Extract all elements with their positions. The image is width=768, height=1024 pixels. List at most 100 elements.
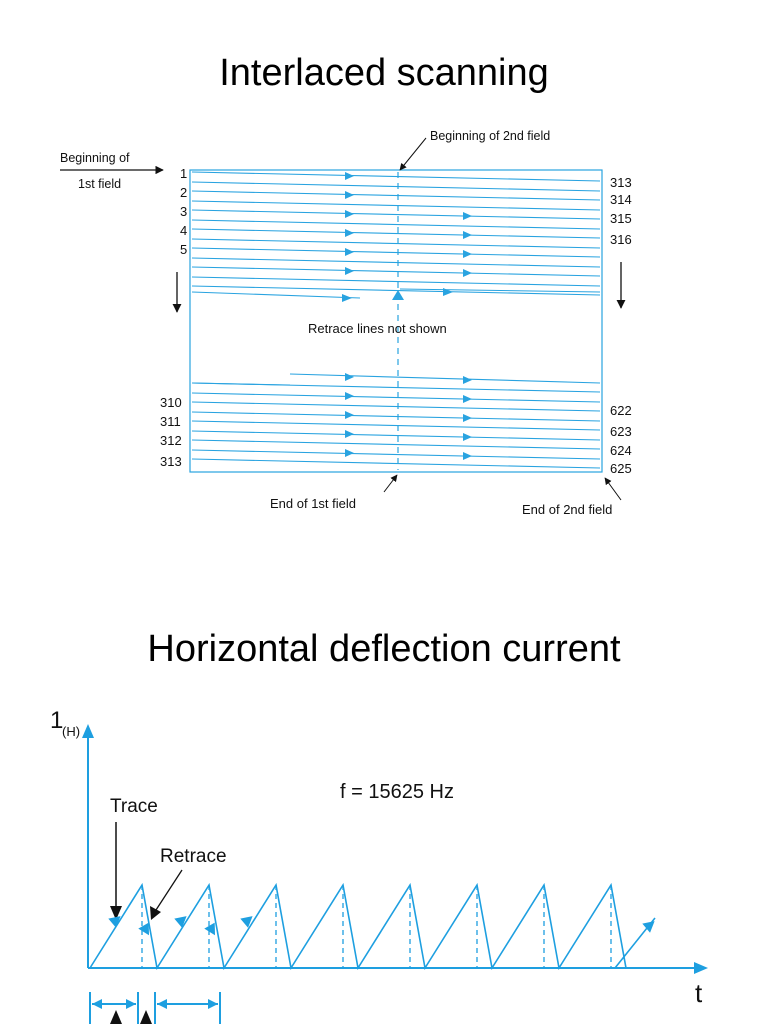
waveform-direction-arrow-icon <box>174 916 187 928</box>
scan-line <box>191 411 601 422</box>
timing-pointer-icon <box>140 1010 152 1024</box>
scan-line <box>191 291 361 299</box>
scan-line <box>191 449 601 460</box>
scan-direction-arrow-icon <box>463 376 472 384</box>
scan-direction-arrow-icon <box>463 231 472 239</box>
line-number: 1 <box>180 166 187 181</box>
waveform-direction-arrow-icon <box>240 916 253 928</box>
line-number: 5 <box>180 242 187 257</box>
duration-arrowhead-icon <box>208 999 218 1009</box>
scan-direction-arrow-icon <box>345 430 354 438</box>
timing-markers <box>89 992 221 1024</box>
scan-direction-arrow-icon <box>463 452 472 460</box>
x-axis-label: t <box>695 978 703 1008</box>
scan-line <box>191 200 601 211</box>
left-bottom-line-numbers: 310 311 312 313 <box>160 395 182 469</box>
scan-line <box>191 266 601 277</box>
raster-frame <box>189 169 603 473</box>
retrace-label: Retrace <box>160 846 227 867</box>
scan-line <box>191 392 601 403</box>
line-number: 314 <box>610 192 632 207</box>
scan-direction-arrow-icon <box>345 392 354 400</box>
duration-arrowhead-icon <box>126 999 136 1009</box>
scan-line <box>191 401 601 412</box>
line-number: 312 <box>160 433 182 448</box>
right-top-line-numbers: 313 314 315 316 <box>610 175 632 247</box>
scan-line <box>191 430 601 441</box>
scan-direction-arrow-icon <box>345 191 354 199</box>
scan-line <box>191 458 601 469</box>
scan-direction-arrow-icon <box>463 269 472 277</box>
scan-direction-arrow-icon <box>443 288 453 296</box>
scan-direction-arrow-icon <box>463 250 472 258</box>
scan-line <box>191 181 601 192</box>
duration-arrowhead-icon <box>157 999 167 1009</box>
trace-pointer-arrow-icon <box>110 906 122 920</box>
scan-line <box>191 219 601 230</box>
end-1st-field-label: End of 1st field <box>270 496 356 511</box>
line-number: 624 <box>610 443 632 458</box>
right-bottom-line-numbers: 622 623 624 625 <box>610 403 632 476</box>
scan-direction-arrow-icon <box>463 414 472 422</box>
scan-direction-arrow-icon <box>463 433 472 441</box>
scan-line <box>289 373 601 384</box>
line-number: 4 <box>180 223 187 238</box>
beginning-2nd-field-label: Beginning of 2nd field <box>430 129 550 143</box>
scan-line <box>191 420 601 431</box>
line-number: 313 <box>160 454 182 469</box>
slide-title-horizontal-deflection: Horizontal deflection current <box>147 628 621 670</box>
slide-title-interlaced-scanning: Interlaced scanning <box>219 52 549 94</box>
frequency-label: f = 15625 Hz <box>340 781 454 803</box>
line-number: 3 <box>180 204 187 219</box>
line-number: 316 <box>610 232 632 247</box>
beginning-1st-field-label-line2: 1st field <box>78 177 121 191</box>
scan-line <box>191 238 601 249</box>
x-axis-arrow-icon <box>694 962 708 974</box>
scan-line <box>191 257 601 268</box>
line-number: 311 <box>160 414 181 429</box>
waveform-direction-arrow-icon <box>108 916 121 928</box>
sawtooth-waveform <box>89 882 656 971</box>
interlaced-scanning-diagram: Beginning of 1st field Beginning of 2nd … <box>60 129 632 517</box>
duration-arrowhead-icon <box>92 999 102 1009</box>
end-2nd-field-arrow-icon <box>604 477 622 501</box>
scan-direction-arrow-icon <box>345 172 354 180</box>
scan-line <box>191 285 601 296</box>
line-number: 310 <box>160 395 182 410</box>
y-axis-label: 1 <box>50 707 63 734</box>
scan-line <box>191 190 601 201</box>
retrace-pointer-arrow-icon <box>150 906 161 920</box>
line-number: 315 <box>610 211 632 226</box>
waveform-direction-arrow-icon <box>204 922 215 936</box>
retrace-note: Retrace lines not shown <box>308 321 447 336</box>
line-number: 2 <box>180 185 187 200</box>
scan-lines-group <box>191 171 601 469</box>
beginning-1st-field-label-line1: Beginning of <box>60 151 130 165</box>
line-number: 622 <box>610 403 632 418</box>
scan-line <box>191 209 601 220</box>
end-2nd-field-label: End of 2nd field <box>522 502 612 517</box>
scan-direction-arrow-icon <box>345 411 354 419</box>
timing-pointer-icon <box>110 1010 122 1024</box>
scan-line <box>191 228 601 239</box>
scan-direction-arrow-icon <box>463 212 472 220</box>
scan-direction-arrow-icon <box>345 210 354 218</box>
center-up-arrow-icon <box>392 290 404 300</box>
line-number: 625 <box>610 461 632 476</box>
scan-line <box>191 439 601 450</box>
scan-direction-arrow-icon <box>342 294 352 302</box>
scan-line <box>399 288 601 293</box>
waveform-direction-arrow-icon <box>138 922 149 936</box>
scan-line <box>191 171 601 182</box>
y-axis-arrow-icon <box>82 724 94 738</box>
scan-line <box>191 276 601 287</box>
sawtooth-line <box>614 917 656 969</box>
retrace-pointer-line <box>155 869 183 911</box>
scan-direction-arrow-icon <box>345 248 354 256</box>
scan-line <box>191 247 601 258</box>
beginning-2nd-field-arrow-icon <box>399 137 427 171</box>
line-number: 623 <box>610 424 632 439</box>
scan-direction-arrow-icon <box>345 229 354 237</box>
scan-direction-arrow-icon <box>345 267 354 275</box>
